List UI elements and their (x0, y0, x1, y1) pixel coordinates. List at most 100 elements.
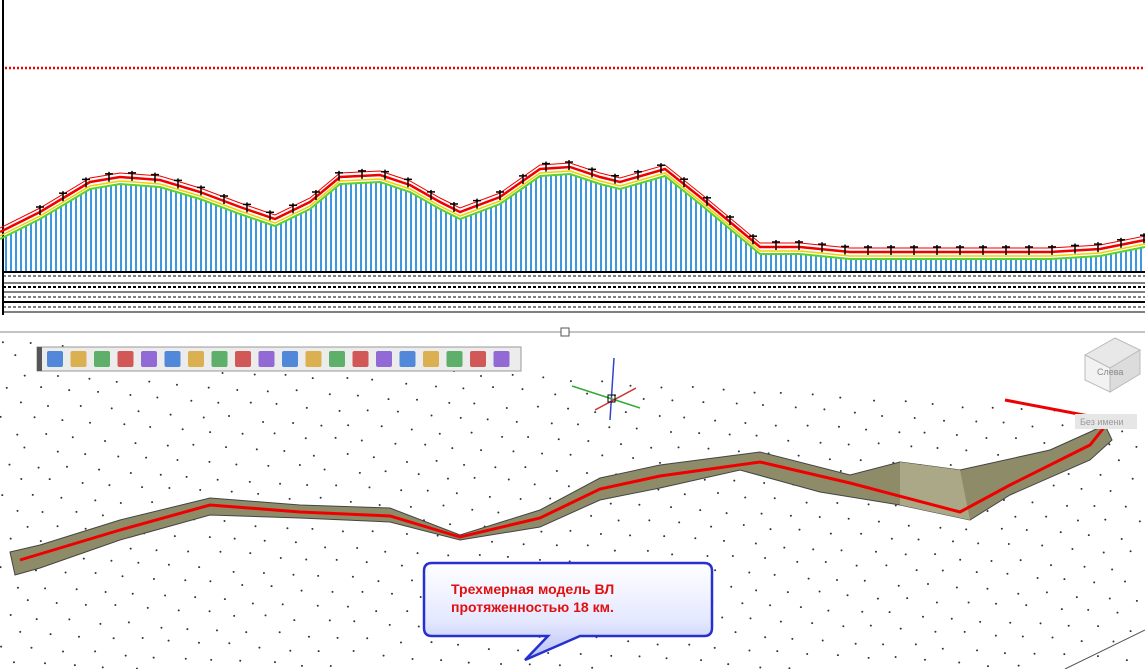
terrain-point (1017, 664, 1020, 667)
terrain-point (799, 606, 802, 609)
terrain-point (590, 514, 593, 517)
terrain-point (975, 420, 978, 423)
terrain-point (311, 377, 314, 380)
terrain-point (1108, 443, 1111, 446)
terrain-point (262, 571, 265, 574)
terrain-point (923, 658, 926, 661)
terrain-point (16, 586, 19, 589)
terrain-point (347, 424, 350, 427)
terrain-point (910, 445, 913, 448)
terrain-point (601, 380, 604, 383)
terrain-point (791, 637, 794, 640)
terrain-point (375, 610, 378, 613)
toolbar-button[interactable] (352, 351, 369, 367)
terrain-point (119, 502, 122, 505)
terrain-point (108, 484, 111, 487)
toolbar-button[interactable] (141, 351, 157, 367)
terrain-point (934, 553, 937, 556)
terrain-point (638, 655, 641, 658)
terrain-point (877, 442, 880, 445)
offset-line (0, 170, 1145, 257)
terrain-point (141, 486, 144, 489)
toolbar-button[interactable] (94, 351, 110, 367)
toolbar-button[interactable] (117, 351, 134, 367)
toolbar-grip[interactable] (37, 347, 42, 371)
splitter-grip[interactable] (560, 327, 570, 337)
toolbar-button[interactable] (235, 351, 251, 367)
terrain-point (424, 443, 427, 446)
terrain-point (194, 596, 197, 599)
profile-view (0, 0, 1145, 315)
terrain-point (448, 401, 451, 404)
terrain-point (384, 550, 387, 553)
terrain-point (613, 549, 616, 552)
terrain-point (298, 464, 301, 467)
terrain-point (1025, 529, 1028, 532)
terrain-point (754, 542, 757, 545)
toolbar-button[interactable] (258, 351, 275, 367)
terrain-point (267, 464, 270, 467)
toolbar-button[interactable] (188, 351, 204, 367)
frame-edge (1064, 629, 1145, 669)
terrain-point (416, 398, 419, 401)
terrain-point (156, 396, 159, 399)
terrain-point (1, 494, 4, 497)
toolbar-button[interactable] (493, 351, 510, 367)
toolbar-button[interactable] (446, 351, 463, 367)
terrain-point (818, 590, 821, 593)
terrain-point (517, 649, 520, 652)
terrain-point (245, 631, 248, 634)
terrain-point (55, 602, 58, 605)
terrain-point (898, 431, 901, 434)
terrain-point (239, 659, 242, 662)
terrain-point (371, 530, 374, 533)
terrain-point (331, 590, 334, 593)
terrain-point (610, 654, 613, 657)
terrain-point (104, 440, 107, 443)
terrain-point (935, 601, 938, 604)
terrain-point (642, 397, 645, 400)
terrain-point (586, 392, 589, 395)
toolbar-button[interactable] (70, 351, 87, 367)
terrain-point (1041, 544, 1044, 547)
toolbar-button[interactable] (399, 351, 416, 367)
terrain-point (683, 493, 686, 496)
terrain-point (761, 404, 764, 407)
terrain-point (663, 535, 666, 538)
terrain-point (366, 637, 369, 640)
viewcube[interactable]: Слева (1083, 337, 1142, 393)
terrain-point (906, 597, 909, 600)
toolbar-button[interactable] (47, 351, 63, 367)
terrain-point (976, 649, 979, 652)
terrain-point (324, 546, 327, 549)
terrain-point (117, 455, 120, 458)
view-label[interactable]: Без имени (1080, 417, 1124, 427)
terrain-point (1124, 505, 1127, 508)
terrain-point (774, 424, 777, 427)
terrain-point (958, 661, 961, 664)
toolbar-button[interactable] (211, 351, 228, 367)
terrain-point (64, 571, 67, 574)
toolbar-button[interactable] (376, 351, 392, 367)
terrain-point (94, 650, 97, 653)
terrain-point (1061, 424, 1064, 427)
toolbar-button[interactable] (470, 351, 486, 367)
terrain-point (731, 554, 734, 557)
terrain-point (77, 635, 80, 638)
terrain-point (232, 570, 235, 573)
terrain-point (160, 626, 163, 629)
toolbar-button[interactable] (329, 351, 345, 367)
terrain-point (75, 588, 78, 591)
terrain-point (129, 393, 132, 396)
terrain-point (1039, 622, 1042, 625)
terrain-point (874, 550, 877, 553)
toolbar-button[interactable] (305, 351, 322, 367)
terrain-point (897, 584, 900, 587)
terrain-point (35, 618, 38, 621)
terrain-point (853, 411, 856, 414)
toolbar-button[interactable] (164, 351, 181, 367)
toolbar-button[interactable] (282, 351, 298, 367)
terrain-point (646, 549, 649, 552)
toolbar-button[interactable] (423, 351, 439, 367)
terrain-point (586, 471, 589, 474)
